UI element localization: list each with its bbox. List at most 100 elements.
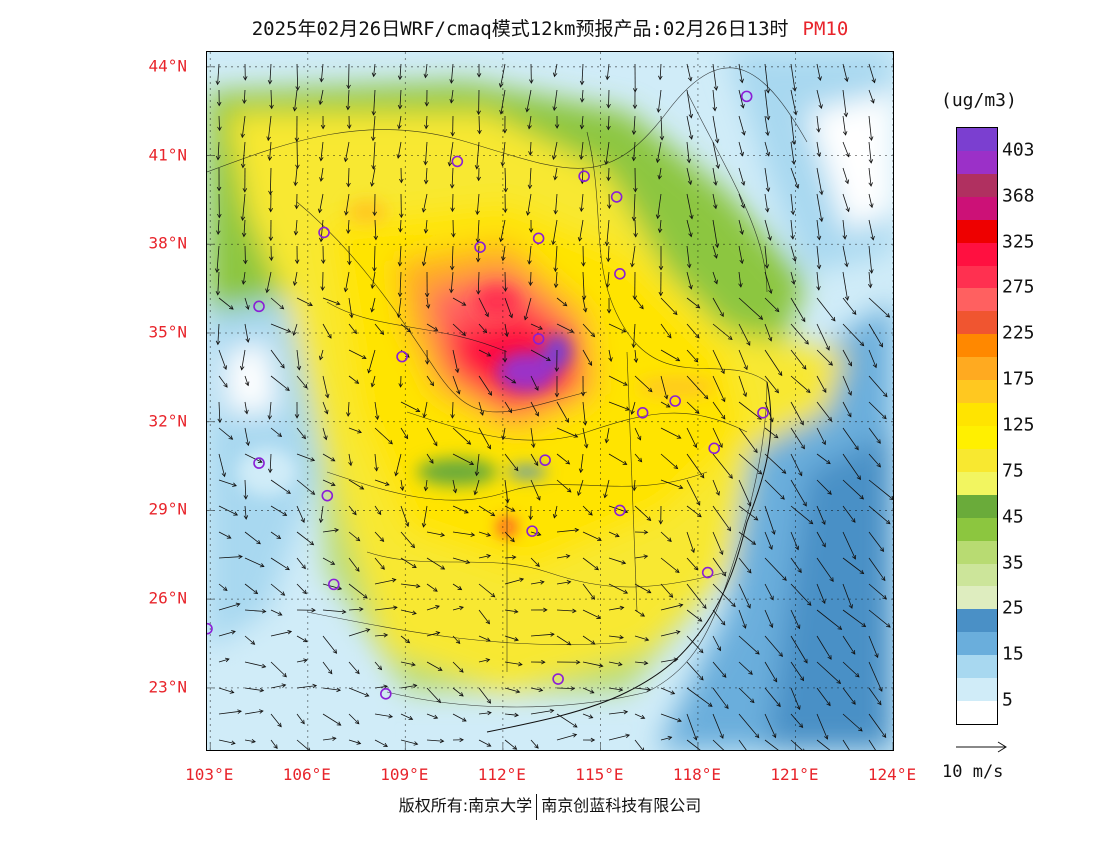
wind-arrow [553,271,559,289]
wind-arrow [712,167,718,186]
wind-arrow [816,349,834,366]
wind-arrow [503,271,508,292]
wind-arrow [504,401,513,414]
wind-arrow [424,271,430,298]
wind-arrow [556,453,571,465]
colorbar-tick-label: 35 [1002,552,1024,574]
wind-arrow [504,375,517,384]
wind-arrow [217,115,222,132]
wind-vectors [214,63,893,750]
wind-arrow [582,609,602,619]
wind-arrow [476,89,481,116]
lat-label: 35°N [148,322,187,342]
wind-arrow [738,219,744,235]
wind-arrow [217,193,222,219]
wind-arrow [218,602,241,611]
wind-arrow [452,661,464,673]
wind-arrow [449,271,454,294]
wind-arrow [504,577,525,585]
wind-arrow [372,193,377,217]
wind-arrow [790,479,807,507]
wind-arrow [322,661,333,675]
wind-arrow [686,271,693,290]
lon-label: 106°E [282,765,331,784]
wind-arrow [478,297,489,318]
wind-arrow [400,683,418,689]
wind-arrow [270,349,285,369]
wind-arrow [269,245,274,262]
wind-arrow [530,580,545,585]
wind-arrow [426,375,435,387]
wind-arrow [816,323,830,351]
map-panel[interactable] [206,51,894,751]
wind-arrow [449,167,455,189]
wind-arrow [738,193,745,209]
wind-arrow [634,583,652,594]
wind-arrow [322,479,336,487]
wind-arrow [270,505,288,516]
wind-arrow [343,271,350,293]
wind-arrow [816,531,826,548]
wind-arrow [608,733,631,741]
copyright-owner: 版权所有:南京大学 [398,796,533,815]
wind-arrow [294,401,300,419]
station-marker [321,489,334,502]
wind-arrow [447,141,454,167]
colorbar-segment [957,128,997,152]
wind-arrow [868,219,875,241]
wind-arrow [579,115,585,130]
wind-arrow [764,635,783,657]
wind-arrow [530,479,541,501]
wind-arrow [400,635,411,644]
wind-arrow [606,245,611,263]
wind-arrow [658,245,664,271]
colorbar-tick-label: 175 [1002,368,1035,390]
wind-arrow [633,349,639,364]
wind-arrow [244,609,267,614]
wind-arrow [790,219,795,240]
wind-arrow [421,193,428,213]
wind-arrow [605,271,611,288]
wind-arrow [608,583,629,594]
wind-arrow [449,245,455,271]
wind-arrow [348,323,357,335]
wind-arrow [501,427,506,441]
wind-arrow [630,245,636,268]
wind-arrow [738,245,744,265]
wind-arrow [868,635,879,659]
wind-arrow [374,557,385,570]
station-marker [207,622,213,635]
wind-arrow [270,583,286,596]
wind-arrow [367,349,376,374]
wind-arrow [582,349,593,366]
wind-arrow [634,453,643,463]
wind-arrow [270,297,285,310]
wind-arrow [738,323,751,346]
copyright-company: 南京创蓝科技有限公司 [541,796,702,815]
wind-arrow [738,583,751,609]
wind-arrow [527,115,532,130]
wind-arrow [868,453,881,468]
wind-arrow [712,609,726,626]
wind-arrow [606,89,611,109]
lon-label: 109°E [380,765,429,784]
wind-arrow [321,245,326,265]
wind-arrow [218,630,236,637]
wind-arrow [634,554,649,559]
wind-arrow [634,739,645,750]
wind-arrow [790,167,800,189]
lon-label: 103°E [185,765,234,784]
colorbar-unit: (ug/m3) [941,90,1017,111]
wind-arrow [370,271,376,289]
wind-arrow [790,531,800,551]
wind-arrow [400,609,417,615]
wind-arrow [686,63,693,82]
copyright-divider [536,793,538,820]
wind-arrow [738,713,760,739]
colorbar-segment [957,586,997,610]
station-marker [552,673,564,685]
wind-arrow [634,713,646,720]
wind-arrow [400,739,419,746]
pollutant-label: PM10 [802,18,849,40]
wind-arrow [244,427,250,447]
